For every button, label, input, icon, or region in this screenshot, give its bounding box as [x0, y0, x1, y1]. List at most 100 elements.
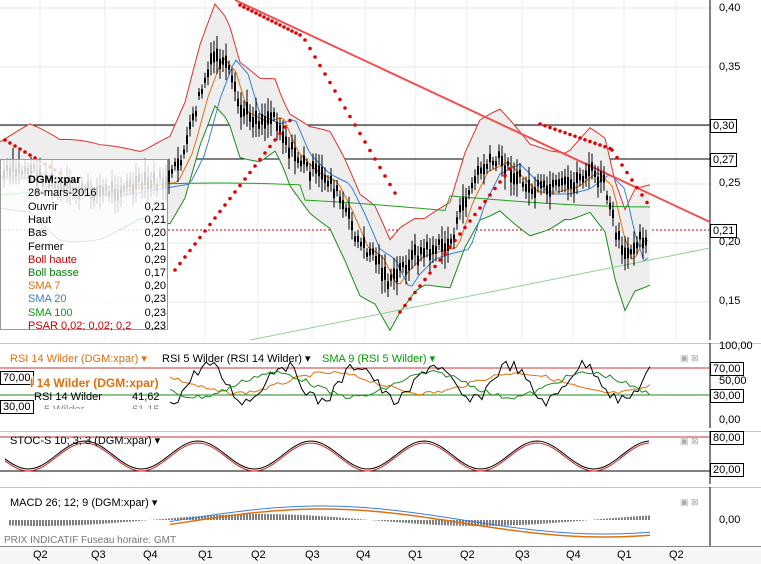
stoch-title[interactable]: STOC-S 10; 3; 3 (DGM:xpar) ▾: [10, 435, 161, 447]
candle-body: [516, 171, 518, 185]
candle-body: [492, 160, 494, 165]
candle-body: [312, 161, 314, 169]
candle-body: [243, 108, 245, 117]
psar-dot: [538, 122, 542, 126]
candle-body: [615, 232, 617, 240]
rsi-left-box: 30,00: [0, 400, 34, 414]
candle-body: [495, 161, 497, 167]
psar-dot: [8, 141, 12, 145]
legend-key: Boll haute: [28, 253, 77, 266]
candle-body: [360, 241, 362, 247]
psar-dot: [328, 80, 332, 85]
rsi5-title[interactable]: RSI 5 Wilder (RSI 14 Wilder) ▾: [162, 353, 311, 365]
rsi14-title[interactable]: RSI 14 Wilder (DGM:xpar) ▾: [10, 353, 147, 365]
x-axis-label: Q3: [515, 549, 530, 561]
candle-body: [504, 165, 506, 178]
psar-dot: [248, 170, 252, 175]
candle-body: [216, 48, 218, 62]
candle-body: [552, 179, 554, 188]
psar-dot: [282, 25, 286, 29]
candle-body: [603, 174, 605, 183]
sma9-title[interactable]: SMA 9 (RSI 5 Wilder) ▾: [322, 353, 436, 365]
psar-dot: [228, 196, 232, 201]
candle-body: [555, 179, 557, 186]
psar-dot: [266, 17, 270, 21]
rsi-overlay-value: 41,62: [132, 391, 160, 403]
legend-value: 0,17: [144, 267, 166, 279]
psar-dot: [258, 157, 262, 162]
psar-dot: [463, 225, 467, 230]
psar-dot: [610, 148, 614, 152]
x-axis-label: Q2: [669, 549, 684, 561]
candle-body: [348, 207, 350, 219]
candle-body: [192, 113, 194, 121]
legend-value: 0,23: [144, 293, 166, 306]
psar-dot: [373, 157, 377, 161]
rsi-pane[interactable]: RSI 14 Wilder (DGM:xpar) ▾ RSI 5 Wilder …: [0, 340, 761, 428]
candle-body: [261, 114, 263, 125]
rsi-chart[interactable]: [0, 343, 761, 428]
candle-body: [231, 75, 233, 83]
candle-body: [330, 175, 332, 184]
candle-body: [354, 236, 356, 242]
candle-body: [507, 161, 509, 166]
price-level-box: 0,21: [710, 224, 738, 238]
psar-dot: [288, 118, 292, 123]
psar-dot: [278, 131, 282, 136]
legend-row: Boll haute 0,29: [28, 254, 166, 267]
candle-body: [387, 281, 389, 290]
candle-body: [480, 167, 482, 174]
psar-dot: [283, 125, 287, 129]
rsi-level-box: 70,00: [710, 362, 744, 376]
price-axis-label: 0,35: [719, 61, 741, 73]
legend-key: SMA 7: [28, 280, 61, 293]
stoch-chart[interactable]: [0, 431, 761, 484]
price-pane[interactable]: 0,40 0,35 0,25 0,20 0,15 0,30 0,27 0,21 …: [0, 0, 761, 340]
candle-body: [279, 124, 281, 133]
psar-dot: [173, 268, 177, 272]
psar-dot: [273, 138, 277, 142]
legend-key: PSAR 0,02; 0,02; 0,2: [28, 319, 132, 332]
psar-dot: [448, 245, 452, 249]
psar-dot: [483, 199, 487, 204]
psar-dot: [488, 193, 492, 197]
rsi-overlay-title: I 14 Wilder (DGM:xpar): [30, 376, 159, 390]
candle-body: [561, 178, 563, 186]
psar-dot: [28, 153, 32, 157]
candle-body: [246, 101, 248, 115]
psar-dot: [578, 136, 582, 140]
psar-dot: [263, 151, 267, 155]
candle-body: [612, 209, 614, 219]
psar-dot: [493, 186, 497, 191]
psar-dot: [598, 143, 602, 147]
pane-options-icon[interactable]: ▣ ⊠: [680, 497, 699, 507]
stoch-pane[interactable]: STOC-S 10; 3; 3 (DGM:xpar) ▾ ▣ ⊠ 80,00 2…: [0, 431, 761, 484]
psar-dot: [453, 238, 457, 243]
psar-dot: [308, 46, 312, 51]
legend-row: Boll basse 0,17: [28, 267, 166, 280]
macd-chart[interactable]: [0, 487, 761, 546]
pane-options-icon[interactable]: ▣ ⊠: [680, 353, 699, 363]
candle-body: [297, 157, 299, 163]
legend-key: Ouvrir: [28, 201, 58, 213]
trend-line: [234, 0, 711, 223]
x-axis-label: Q4: [356, 549, 371, 561]
macd-title[interactable]: MACD 26; 12; 9 (DGM:xpar) ▾: [10, 497, 158, 509]
legend-value: 0,21: [144, 214, 166, 227]
psar-dot: [620, 163, 624, 167]
pane-options-icon[interactable]: ▣ ⊠: [680, 436, 699, 446]
legend-row: SMA 100 0,23: [28, 307, 166, 320]
candle-body: [204, 77, 206, 83]
footer-note: PRIX INDICATIF Fuseau horaire: GMT: [4, 535, 177, 546]
macd-signal-line: [169, 508, 651, 538]
candle-body: [174, 162, 176, 167]
macd-pane[interactable]: MACD 26; 12; 9 (DGM:xpar) ▾ ▣ ⊠ 0,00 PRI…: [0, 487, 761, 546]
candle-body: [429, 249, 431, 261]
candle-body: [369, 248, 371, 256]
candle-body: [585, 170, 587, 179]
candle-body: [597, 176, 599, 188]
candle-body: [540, 181, 542, 189]
psar-dot: [568, 132, 572, 137]
psar-dot: [458, 232, 462, 236]
candle-body: [411, 250, 413, 260]
